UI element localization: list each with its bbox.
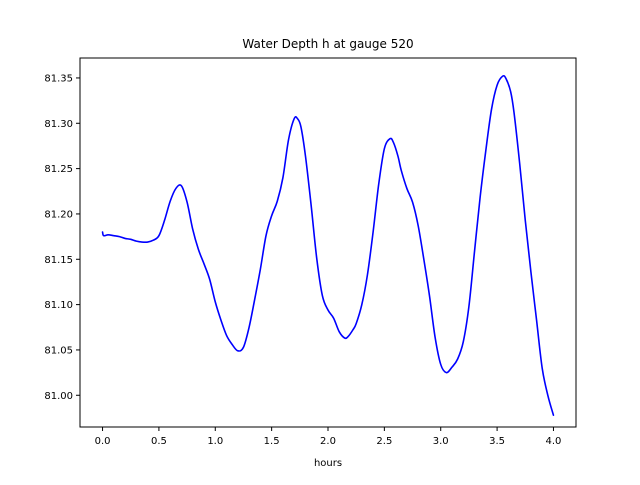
x-axis-label: hours (314, 458, 342, 469)
y-tick-label: 81.25 (44, 164, 73, 175)
x-tick-label: 3.0 (433, 436, 449, 447)
series-line-water-depth (101, 74, 555, 417)
x-tick-label: 0.5 (151, 436, 167, 447)
plot-area (101, 74, 555, 417)
y-axis: 81.00 81.05 81.10 81.15 81.20 81.25 81.30 81.35 (44, 73, 80, 402)
y-tick-label: 81.15 (44, 255, 73, 266)
y-tick-label: 81.00 (44, 391, 73, 402)
x-tick-label: 2.5 (376, 436, 392, 447)
x-tick-label: 0.0 (95, 436, 111, 447)
x-tick-label: 1.5 (264, 436, 280, 447)
y-tick-label: 81.05 (44, 345, 73, 356)
x-tick-label: 1.0 (207, 436, 223, 447)
x-tick-label: 3.5 (489, 436, 505, 447)
y-tick-label: 81.35 (44, 73, 73, 84)
x-tick-label: 2.0 (320, 436, 336, 447)
y-tick-label: 81.30 (44, 119, 73, 130)
x-axis: 0.0 0.5 1.0 1.5 2.0 2.5 3.0 3.5 4.0 (95, 427, 562, 447)
chart-title: Water Depth h at gauge 520 (242, 37, 413, 51)
y-tick-label: 81.10 (44, 300, 73, 311)
x-tick-label: 4.0 (546, 436, 562, 447)
y-tick-label: 81.20 (44, 209, 73, 220)
